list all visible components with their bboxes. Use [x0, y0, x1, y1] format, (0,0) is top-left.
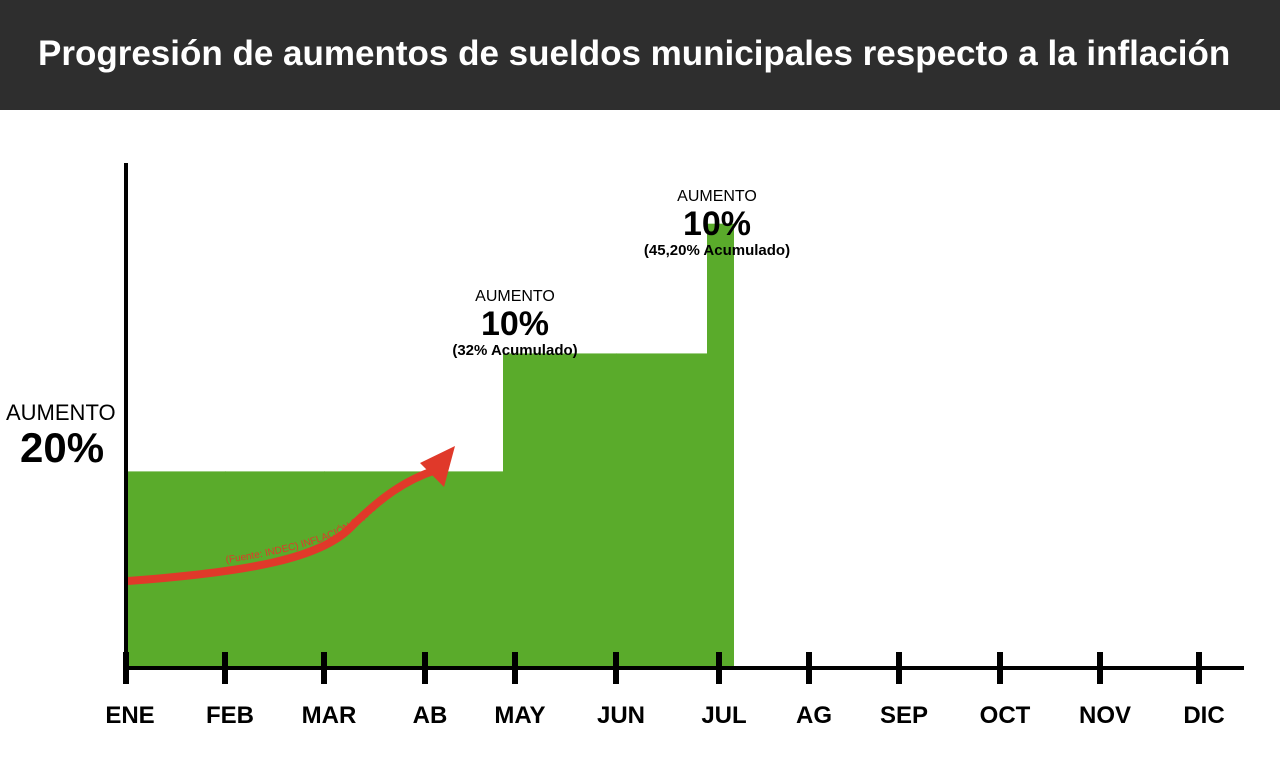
area-step-jun: [616, 353, 708, 668]
x-tick-dic: [1196, 652, 1202, 684]
area-step-may: [503, 353, 617, 668]
x-tick-ene: [123, 652, 129, 684]
annotation-value: 10%: [682, 205, 752, 243]
annotation-label: AUMENTO: [677, 188, 757, 205]
x-tick-label-ene: ENE: [105, 702, 154, 729]
x-tick-label-nov: NOV: [1079, 702, 1131, 729]
x-tick-label-feb: FEB: [206, 702, 254, 729]
annotation-value: 20%: [20, 424, 105, 471]
x-tick-label-jul: JUL: [701, 702, 746, 729]
x-tick-label-ab: AB: [413, 702, 448, 729]
annotation-may: AUMENTO 10% (32% Acumulado): [430, 288, 600, 359]
x-tick-label-jun: JUN: [597, 702, 645, 729]
inflation-arrow-line: [124, 466, 440, 585]
annotation-label: AUMENTO: [475, 288, 555, 305]
annotation-value: 10%: [480, 305, 550, 343]
chart-title: Progresión de aumentos de sueldos munici…: [38, 34, 1231, 73]
x-tick-label-oct: OCT: [980, 702, 1031, 729]
inflation-arrow-head: [420, 446, 455, 487]
x-tick-mar: [321, 652, 327, 684]
x-tick-label-mar: MAR: [302, 702, 357, 729]
x-tick-sep: [896, 652, 902, 684]
header-bar: Progresión de aumentos de sueldos munici…: [0, 0, 1280, 110]
x-tick-label-ag: AG: [796, 702, 832, 729]
x-tick-oct: [997, 652, 1003, 684]
annotation-jul: AUMENTO 10% (45,20% Acumulado): [622, 188, 812, 259]
x-tick-jul: [716, 652, 722, 684]
x-tick-nov: [1097, 652, 1103, 684]
x-tick-ab: [422, 652, 428, 684]
annotation-label: AUMENTO: [6, 400, 116, 425]
x-tick-label-sep: SEP: [880, 702, 928, 729]
x-tick-label-dic: DIC: [1183, 702, 1224, 729]
x-tick-feb: [222, 652, 228, 684]
annotation-accumulated: (32% Acumulado): [452, 342, 578, 359]
x-tick-jun: [613, 652, 619, 684]
annotation-accumulated: (45,20% Acumulado): [643, 242, 791, 259]
annotation-20: AUMENTO 20%: [6, 400, 116, 470]
area-step-ab: [425, 471, 504, 668]
x-tick-label-may: MAY: [494, 702, 545, 729]
x-tick-may: [512, 652, 518, 684]
area-step-jul: [707, 223, 734, 668]
x-tick-ag: [806, 652, 812, 684]
